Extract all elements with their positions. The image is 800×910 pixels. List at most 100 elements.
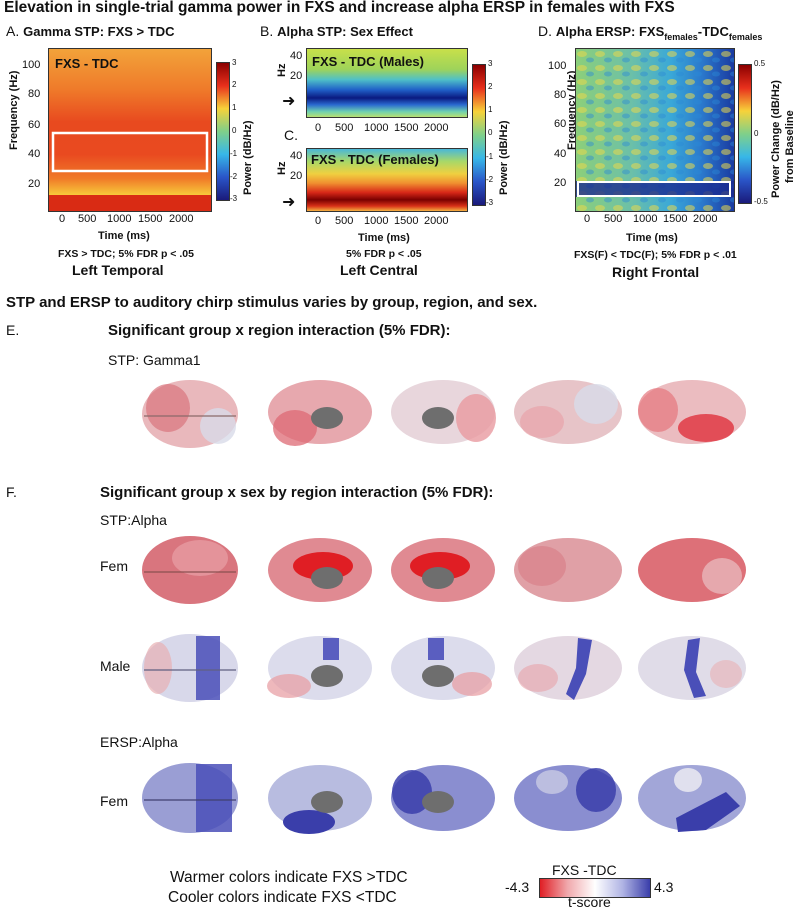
panel-c-cbar-tick: -3 — [486, 198, 494, 207]
panel-a-cbar-tick: -1 — [230, 149, 238, 158]
brain-f-ersp-lateral-right — [638, 765, 746, 832]
panel-d-xtick: 2000 — [693, 213, 718, 225]
panel-d-spectrogram — [575, 48, 735, 212]
section-f-heading: Significant group x sex by region intera… — [100, 484, 494, 501]
panel-d-cbar-tick: 0 — [754, 129, 759, 138]
panel-a-title: Gamma STP: FXS > TDC — [23, 24, 175, 39]
panel-d-cbar-tick: -0.5 — [754, 197, 768, 206]
panel-b-spectrogram — [306, 48, 468, 118]
panel-b-xtick: 1000 — [364, 122, 389, 134]
panel-c-heatmap — [307, 149, 467, 211]
figure-title: Elevation in single-trial gamma power in… — [4, 0, 675, 16]
brain-f-fem-medial-left — [268, 538, 372, 602]
panel-d-cbar-label-1: Power Change (dB/Hz) — [770, 80, 782, 198]
panel-a-roi-box — [51, 131, 209, 173]
panel-a-cbar-tick: 0 — [232, 126, 237, 135]
brain-f-fem-top — [142, 536, 238, 604]
brain-f-male-medial-left — [267, 636, 372, 700]
panel-c-spectrogram — [306, 148, 468, 212]
panel-a-ylabel: Frequency (Hz) — [8, 70, 20, 150]
section-f-male-label: Male — [100, 658, 131, 674]
panel-b-letter: B. — [260, 23, 274, 39]
legend-max: 4.3 — [654, 879, 674, 895]
section-e-letter: E. — [6, 322, 20, 338]
panel-b-xtick: 2000 — [424, 122, 449, 134]
brain-f-ersp-lateral-left — [514, 765, 622, 831]
panel-b-ytick: 20 — [290, 70, 303, 82]
panel-d-title-sub1: females — [664, 31, 698, 42]
panel-a-cbar-tick: -2 — [230, 172, 238, 181]
panel-d-cbar-tick: 0.5 — [754, 59, 766, 68]
panel-b-heatmap — [307, 49, 467, 117]
panel-c-overlay-label: FXS - TDC (Females) — [311, 152, 439, 167]
legend-cbar-title: FXS -TDC — [552, 862, 617, 878]
panel-a-ytick: 100 — [22, 59, 41, 71]
panel-d-xlabel: Time (ms) — [626, 232, 678, 244]
panel-c-arrow-icon: ➜ — [282, 194, 296, 211]
section-e-heading: Significant group x region interaction (… — [108, 322, 451, 339]
section-f-stp-label: STP:Alpha — [100, 512, 167, 528]
panel-c-cbar-label: Power (dB/Hz) — [498, 120, 510, 195]
panel-c-region: Left Central — [340, 262, 418, 278]
panel-b-xtick: 1500 — [394, 122, 419, 134]
panel-d-title-mid: -TDC — [697, 24, 729, 39]
panel-d-xtick: 1500 — [663, 213, 688, 225]
legend-colorbar — [539, 878, 651, 898]
brain-e-medial-left — [268, 380, 372, 446]
panel-d-xtick: 500 — [604, 213, 623, 225]
panel-c-xtick: 500 — [335, 215, 354, 227]
brain-f-fem-lateral-right — [638, 538, 746, 602]
summary-heading: STP and ERSP to auditory chirp stimulus … — [6, 294, 538, 311]
panel-a-cbar-label: Power (dB/Hz) — [242, 120, 254, 195]
brain-f-male-lateral-right — [638, 636, 746, 700]
panel-a-cbar-tick: 2 — [232, 80, 237, 89]
brain-f-ersp-medial-right — [391, 765, 495, 831]
legend-cool-text: Cooler colors indicate FXS <TDC — [168, 889, 397, 906]
panel-a-stat: FXS > TDC; 5% FDR p < .05 — [58, 248, 194, 260]
panel-a-spectrogram — [48, 48, 212, 212]
panel-c-cbar-tick: -2 — [486, 175, 494, 184]
panel-b-ytick: 40 — [290, 50, 303, 62]
panel-b-title: Alpha STP: Sex Effect — [277, 24, 413, 39]
brain-e-lateral-left — [514, 380, 622, 444]
panel-a-xtick: 500 — [78, 213, 97, 225]
panel-c-cbar-tick: 0 — [488, 128, 493, 137]
panel-c-cbar-tick: 2 — [488, 82, 493, 91]
panel-d-title-sub2: females — [728, 31, 763, 42]
brain-f-male-lateral-left — [514, 636, 622, 700]
panel-a-cbar-tick: -3 — [230, 194, 238, 203]
legend-unit: t-score — [568, 894, 611, 910]
panel-d-roi-box — [577, 181, 731, 197]
panel-d-ytick: 100 — [548, 60, 567, 72]
panel-b-xtick: 500 — [335, 122, 354, 134]
panel-c-stat: 5% FDR p < .05 — [346, 248, 422, 260]
panel-d-stat: FXS(F) < TDC(F); 5% FDR p < .01 — [574, 249, 737, 261]
panel-a-cbar-tick: 3 — [232, 58, 237, 67]
panel-a-xtick: 1500 — [138, 213, 163, 225]
panel-d-xtick: 0 — [584, 213, 591, 225]
panel-a-ytick: 80 — [28, 88, 41, 100]
panel-a-heatmap — [49, 49, 211, 211]
panel-d-region: Right Frontal — [612, 264, 700, 280]
panel-d-letter: D. — [538, 23, 552, 39]
panel-a-colorbar — [216, 62, 230, 201]
panel-a-xlabel: Time (ms) — [98, 230, 150, 242]
panel-a-letter: A. — [6, 23, 20, 39]
brain-e-lateral-right — [638, 380, 746, 444]
panel-a-ytick: 40 — [28, 148, 41, 160]
panel-d-ytick: 40 — [554, 148, 567, 160]
panel-b-arrow-icon: ➜ — [282, 93, 296, 110]
section-f-fem2-label: Fem — [100, 793, 128, 809]
panel-c-ylabel: Hz — [276, 161, 288, 175]
panel-d-xtick: 1000 — [633, 213, 658, 225]
panel-c-colorbar — [472, 64, 486, 206]
panel-d-ytick: 60 — [554, 118, 567, 130]
panel-a-heading: A. Gamma STP: FXS > TDC — [6, 23, 174, 39]
brain-f-fem-medial-right — [391, 538, 495, 602]
panel-a-ytick: 20 — [28, 178, 41, 190]
panel-c-xtick: 2000 — [424, 215, 449, 227]
panel-d-ytick: 20 — [554, 177, 567, 189]
panel-a-xtick: 0 — [59, 213, 66, 225]
panel-a-xtick: 2000 — [169, 213, 194, 225]
panel-b-heading: B. Alpha STP: Sex Effect — [260, 23, 413, 39]
